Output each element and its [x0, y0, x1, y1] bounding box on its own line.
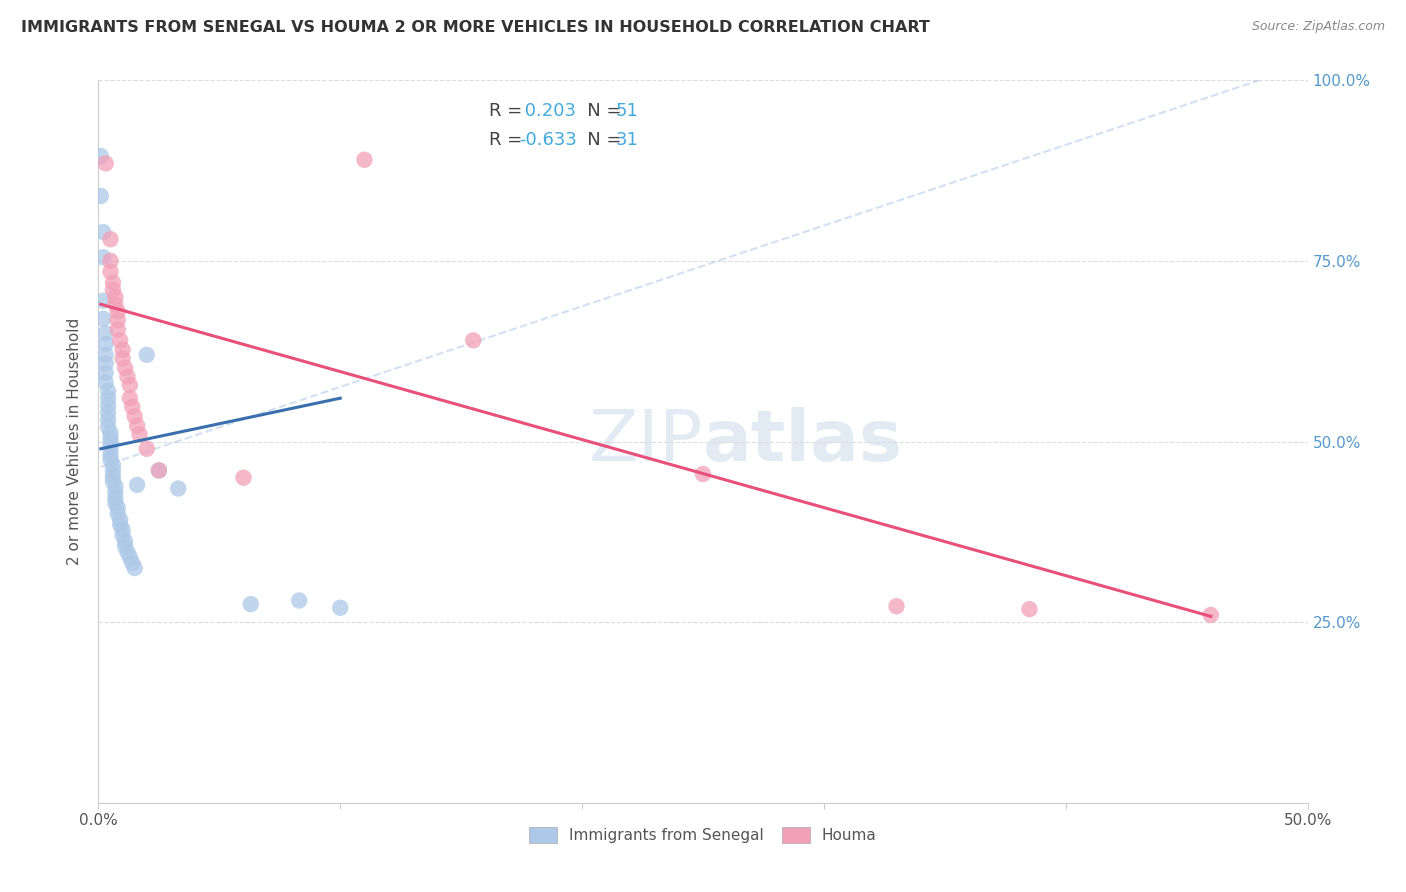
Point — [118, 378, 141, 392]
Point — [114, 360, 136, 375]
Point — [117, 545, 139, 559]
Point — [94, 357, 117, 371]
Point — [91, 311, 114, 326]
Point — [121, 400, 143, 414]
Point — [97, 420, 120, 434]
Point — [100, 436, 122, 450]
Point — [100, 232, 122, 246]
Point — [97, 384, 120, 398]
Point — [108, 512, 131, 526]
Point — [104, 479, 127, 493]
Legend: Immigrants from Senegal, Houma: Immigrants from Senegal, Houma — [523, 821, 883, 849]
Point — [167, 482, 190, 496]
Point — [94, 366, 117, 380]
Point — [101, 458, 124, 472]
Point — [90, 149, 112, 163]
Point — [101, 276, 124, 290]
Point — [104, 491, 127, 505]
Point — [118, 550, 141, 565]
Point — [91, 225, 114, 239]
Point — [94, 326, 117, 340]
Point — [104, 496, 127, 510]
Point — [91, 250, 114, 264]
Point — [100, 452, 122, 467]
Point — [104, 485, 127, 500]
Point — [101, 463, 124, 477]
Text: 0.203: 0.203 — [519, 102, 576, 120]
Point — [135, 442, 157, 456]
Point — [886, 599, 908, 614]
Point — [100, 448, 122, 462]
Point — [94, 376, 117, 390]
Point — [117, 369, 139, 384]
Point — [94, 337, 117, 351]
Point — [104, 290, 127, 304]
Text: N =: N = — [569, 102, 627, 120]
Point — [104, 297, 127, 311]
Point — [100, 442, 122, 456]
Text: R =: R = — [489, 102, 529, 120]
Point — [135, 348, 157, 362]
Text: R =: R = — [489, 130, 529, 149]
Point — [121, 556, 143, 570]
Point — [329, 600, 352, 615]
Point — [108, 517, 131, 532]
Point — [111, 523, 134, 537]
Point — [90, 189, 112, 203]
Point — [107, 304, 129, 318]
Point — [288, 593, 311, 607]
Point — [111, 343, 134, 357]
Point — [114, 534, 136, 549]
Point — [100, 431, 122, 445]
Point — [232, 470, 254, 484]
Point — [97, 406, 120, 420]
Point — [111, 528, 134, 542]
Point — [111, 351, 134, 366]
Point — [100, 265, 122, 279]
Text: IMMIGRANTS FROM SENEGAL VS HOUMA 2 OR MORE VEHICLES IN HOUSEHOLD CORRELATION CHA: IMMIGRANTS FROM SENEGAL VS HOUMA 2 OR MO… — [21, 20, 929, 35]
Y-axis label: 2 or more Vehicles in Household: 2 or more Vehicles in Household — [67, 318, 83, 566]
Point — [108, 334, 131, 348]
Text: atlas: atlas — [703, 407, 903, 476]
Text: 51: 51 — [616, 102, 638, 120]
Point — [127, 478, 149, 492]
Point — [100, 425, 122, 440]
Point — [101, 475, 124, 489]
Point — [1018, 602, 1040, 616]
Point — [124, 409, 146, 424]
Point — [118, 391, 141, 405]
Point — [91, 293, 114, 308]
Text: -0.633: -0.633 — [519, 130, 576, 149]
Point — [692, 467, 714, 481]
Point — [353, 153, 375, 167]
Text: Source: ZipAtlas.com: Source: ZipAtlas.com — [1251, 20, 1385, 33]
Point — [463, 334, 485, 348]
Point — [101, 469, 124, 483]
Point — [107, 322, 129, 336]
Text: 31: 31 — [616, 130, 638, 149]
Point — [239, 597, 262, 611]
Point — [94, 156, 117, 170]
Point — [107, 507, 129, 521]
Point — [107, 313, 129, 327]
Point — [97, 413, 120, 427]
Point — [97, 398, 120, 412]
Point — [148, 463, 170, 477]
Point — [128, 427, 150, 442]
Text: N =: N = — [569, 130, 627, 149]
Point — [107, 501, 129, 516]
Point — [94, 348, 117, 362]
Point — [124, 561, 146, 575]
Point — [1199, 607, 1222, 622]
Point — [114, 539, 136, 553]
Text: ZIP: ZIP — [589, 407, 703, 476]
Point — [101, 283, 124, 297]
Point — [100, 253, 122, 268]
Point — [127, 418, 149, 433]
Point — [97, 391, 120, 405]
Point — [148, 463, 170, 477]
